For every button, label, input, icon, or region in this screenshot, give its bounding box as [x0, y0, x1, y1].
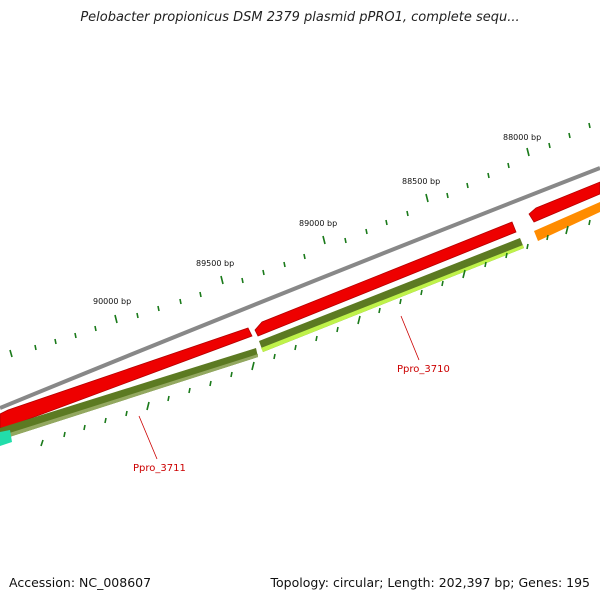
gene-track-green: [0, 202, 600, 446]
ppro-3710-leader: [400, 315, 420, 361]
gene-orange-bar[interactable]: [534, 202, 600, 241]
cds-arrow-left[interactable]: [0, 327, 253, 429]
gene-teal-bar[interactable]: [0, 430, 12, 446]
cds-arrow-right[interactable]: [528, 181, 600, 223]
ruler-label-89000: 89000 bp: [299, 219, 337, 228]
ruler-ticks: [9, 122, 591, 358]
gene-label-ppro-3710[interactable]: Ppro_3710: [397, 364, 450, 375]
ppro-3711-leader: [138, 415, 158, 460]
gene-label-ppro-3711[interactable]: Ppro_3711: [133, 463, 186, 474]
map-title: Pelobacter propionicus DSM 2379 plasmid …: [80, 10, 520, 25]
cds-arrow-middle[interactable]: [254, 221, 517, 337]
ruler-label-90000: 90000 bp: [93, 297, 131, 306]
ruler-label-88500: 88500 bp: [402, 177, 440, 186]
ruler-label-89500: 89500 bp: [196, 259, 234, 268]
inner-ticks: [40, 219, 591, 447]
ruler-label-88000: 88000 bp: [503, 133, 541, 142]
cds-track-red: [0, 181, 600, 429]
accession-text: Accession: NC_008607: [9, 575, 152, 590]
summary-text: Topology: circular; Length: 202,397 bp; …: [270, 575, 591, 590]
plasmid-backbone: [0, 166, 600, 410]
